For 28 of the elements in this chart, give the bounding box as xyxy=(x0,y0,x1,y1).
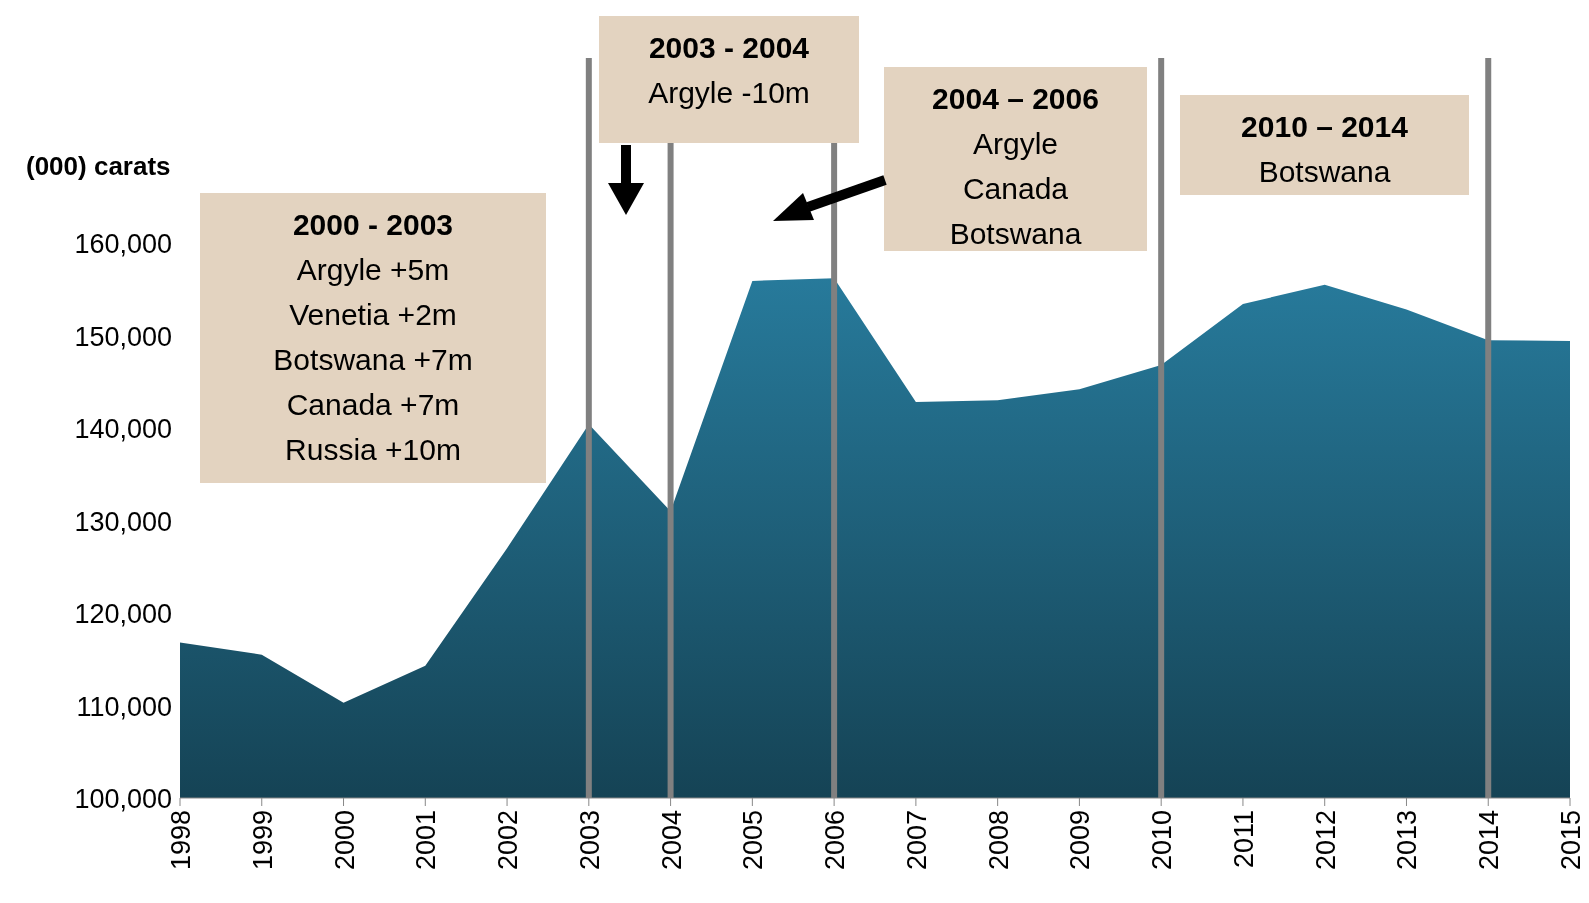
x-tick-label: 2008 xyxy=(983,810,1014,871)
x-tick-label: 2012 xyxy=(1310,810,1341,871)
x-tick-label: 2014 xyxy=(1474,810,1505,871)
x-tick-label: 2015 xyxy=(1556,810,1586,871)
y-tick-label: 140,000 xyxy=(74,414,172,444)
x-tick-label: 2007 xyxy=(901,810,932,871)
x-tick-label: 2013 xyxy=(1392,810,1423,871)
x-tick-label: 2001 xyxy=(411,810,442,871)
x-tick-label: 2000 xyxy=(329,810,360,871)
y-axis-title: (000) carats xyxy=(26,151,171,181)
x-tick-label: 2009 xyxy=(1065,810,1096,871)
annotation: 2003 - 2004 Argyle -10m xyxy=(648,31,810,109)
x-tick-label: 2003 xyxy=(574,810,605,871)
x-tick-label: 2004 xyxy=(656,810,687,871)
annotation: 2004 – 2006 Argyle Canada Botswana xyxy=(932,82,1099,250)
x-tick-label: 2005 xyxy=(738,810,769,871)
x-tick-label: 1999 xyxy=(247,810,278,871)
x-tick-label: 2006 xyxy=(820,810,851,871)
x-tick-label: 2011 xyxy=(1228,810,1259,869)
y-tick-label: 110,000 xyxy=(76,691,172,722)
x-tick-label: 2002 xyxy=(493,810,524,871)
y-tick-label: 120,000 xyxy=(74,599,172,629)
y-tick-label: 150,000 xyxy=(74,321,172,352)
annotation: 2010 – 2014 Botswana xyxy=(1241,110,1409,188)
x-tick-label: 2010 xyxy=(1147,810,1178,871)
y-tick-label: 130,000 xyxy=(74,506,172,537)
y-tick-label: 160,000 xyxy=(74,229,172,259)
annotation: 2000 - 2003 Argyle +5m Venetia +2m Botswana +7m Canada +7m Russia +10m xyxy=(273,208,473,466)
